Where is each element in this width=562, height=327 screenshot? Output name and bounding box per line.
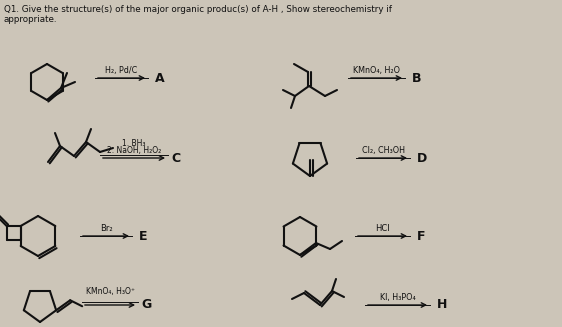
Text: C: C (171, 151, 180, 164)
Text: appropriate.: appropriate. (4, 15, 57, 24)
Text: E: E (139, 230, 147, 243)
Text: G: G (142, 299, 152, 312)
Text: H: H (437, 299, 447, 312)
Text: 1. BH₃: 1. BH₃ (123, 139, 146, 148)
Text: 2. NaOH, H₂O₂: 2. NaOH, H₂O₂ (107, 146, 161, 155)
Text: Q1. Give the structure(s) of the major organic produc(s) of A-H , Show stereoche: Q1. Give the structure(s) of the major o… (4, 5, 392, 14)
Text: D: D (417, 151, 427, 164)
Text: A: A (155, 72, 165, 84)
Text: KMnO₄, H₂O: KMnO₄, H₂O (353, 66, 400, 75)
Text: KI, H₃PO₄: KI, H₃PO₄ (379, 293, 415, 302)
Text: Cl₂, CH₃OH: Cl₂, CH₃OH (361, 146, 405, 155)
Text: H₂, Pd/C: H₂, Pd/C (106, 66, 138, 75)
Text: HCl: HCl (375, 224, 390, 233)
Text: KMnO₄, H₃O⁺: KMnO₄, H₃O⁺ (85, 287, 134, 296)
Text: F: F (417, 230, 425, 243)
Text: Br₂: Br₂ (99, 224, 112, 233)
Text: B: B (412, 72, 422, 84)
